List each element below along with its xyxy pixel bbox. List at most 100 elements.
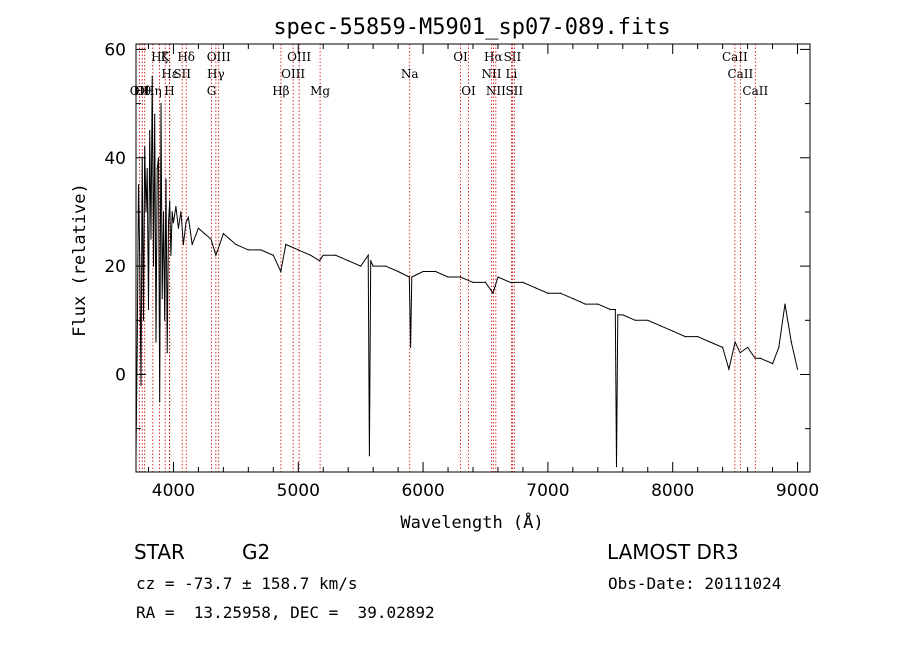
data-point — [584, 303, 586, 305]
emission-line-label: Hζ — [151, 50, 168, 64]
data-point — [759, 357, 761, 359]
emission-line-label: Li — [506, 67, 518, 81]
data-point — [534, 287, 537, 289]
data-point — [146, 168, 148, 170]
redshift-velocity: cz = -73.7 ± 158.7 km/s — [136, 574, 358, 593]
data-point — [492, 292, 494, 294]
data-point — [154, 113, 156, 115]
data-point — [609, 308, 611, 311]
emission-line-label: NII — [481, 67, 501, 81]
object-class: STAR — [134, 540, 185, 564]
data-point — [215, 254, 217, 256]
data-point — [280, 270, 282, 273]
data-point — [140, 384, 142, 386]
data-point — [647, 319, 649, 321]
data-point — [136, 346, 138, 348]
data-point — [322, 254, 324, 256]
emission-line-label: Mg — [310, 84, 330, 98]
data-point — [360, 265, 362, 267]
emission-line-label: OIII — [281, 67, 305, 81]
data-point — [615, 466, 618, 468]
data-point — [547, 292, 549, 294]
data-point — [790, 341, 792, 343]
data-point — [156, 168, 158, 170]
x-tick-label: 6000 — [401, 481, 444, 501]
data-point — [772, 363, 774, 365]
data-point — [372, 265, 374, 267]
emission-line-label: Hα — [484, 50, 503, 64]
data-point — [151, 75, 153, 78]
data-point — [422, 270, 424, 273]
y-axis-label: Flux (relative) — [70, 183, 90, 337]
spectrum-line — [135, 76, 798, 467]
axes-frame — [135, 43, 811, 473]
data-point — [285, 243, 287, 246]
emission-line-label: Na — [401, 67, 419, 81]
data-point — [754, 357, 756, 359]
emission-line-label: SII — [505, 84, 523, 98]
data-point — [235, 243, 237, 246]
emission-line-label: G — [207, 84, 217, 98]
emission-line-label: OI — [461, 84, 476, 98]
data-point — [318, 260, 321, 262]
data-point — [739, 352, 741, 354]
data-point — [145, 211, 147, 213]
series-layer — [135, 75, 799, 468]
y-tick-label: 60 — [104, 40, 126, 60]
data-point — [197, 227, 199, 229]
data-point — [335, 254, 337, 256]
data-point — [728, 368, 730, 370]
data-point — [697, 336, 699, 338]
data-point — [164, 319, 166, 321]
data-point — [597, 303, 599, 305]
emission-line-label: CaII — [727, 67, 753, 81]
data-point — [622, 314, 624, 316]
data-point — [634, 319, 636, 321]
data-point — [247, 249, 249, 251]
emission-line-label: NII — [486, 84, 506, 98]
data-point — [385, 265, 387, 267]
data-point — [684, 336, 686, 338]
emission-line-label: OIII — [207, 50, 231, 64]
data-point — [559, 292, 562, 294]
chart-title: spec-55859-M5901_sp07-089.fits — [273, 15, 670, 40]
data-point — [229, 238, 231, 240]
data-point — [162, 211, 165, 213]
x-tick-label: 7000 — [526, 481, 569, 501]
data-point — [165, 178, 167, 180]
data-point — [410, 346, 412, 348]
data-point — [150, 238, 152, 240]
data-point — [185, 222, 187, 224]
data-point — [310, 254, 312, 256]
data-point — [171, 211, 173, 213]
data-point — [784, 303, 786, 305]
data-point — [159, 401, 161, 403]
data-point — [367, 254, 369, 256]
emission-line-label: Hδ — [177, 50, 195, 64]
emission-line-label: Hγ — [207, 67, 225, 81]
data-point — [778, 346, 780, 348]
x-tick-label: 4000 — [152, 481, 195, 501]
data-point — [139, 254, 141, 256]
data-point — [484, 281, 487, 283]
data-point — [160, 103, 162, 105]
emission-line-label: SII — [504, 50, 522, 64]
data-point — [435, 270, 437, 273]
data-point — [747, 346, 749, 348]
x-tick-label: 5000 — [277, 481, 320, 501]
y-tick-label: 40 — [104, 149, 126, 169]
data-point — [157, 157, 160, 159]
data-point — [180, 211, 182, 213]
data-point — [177, 227, 179, 229]
object-subclass: G2 — [242, 540, 271, 564]
x-tick-label: 8000 — [651, 481, 694, 501]
data-point — [411, 276, 413, 278]
data-point — [472, 281, 474, 283]
data-point — [222, 233, 224, 235]
data-point — [659, 325, 661, 327]
emission-line-label: OII — [135, 84, 155, 98]
data-point — [161, 298, 163, 300]
emission-line-label: CaII — [742, 84, 768, 98]
data-point — [147, 308, 150, 311]
